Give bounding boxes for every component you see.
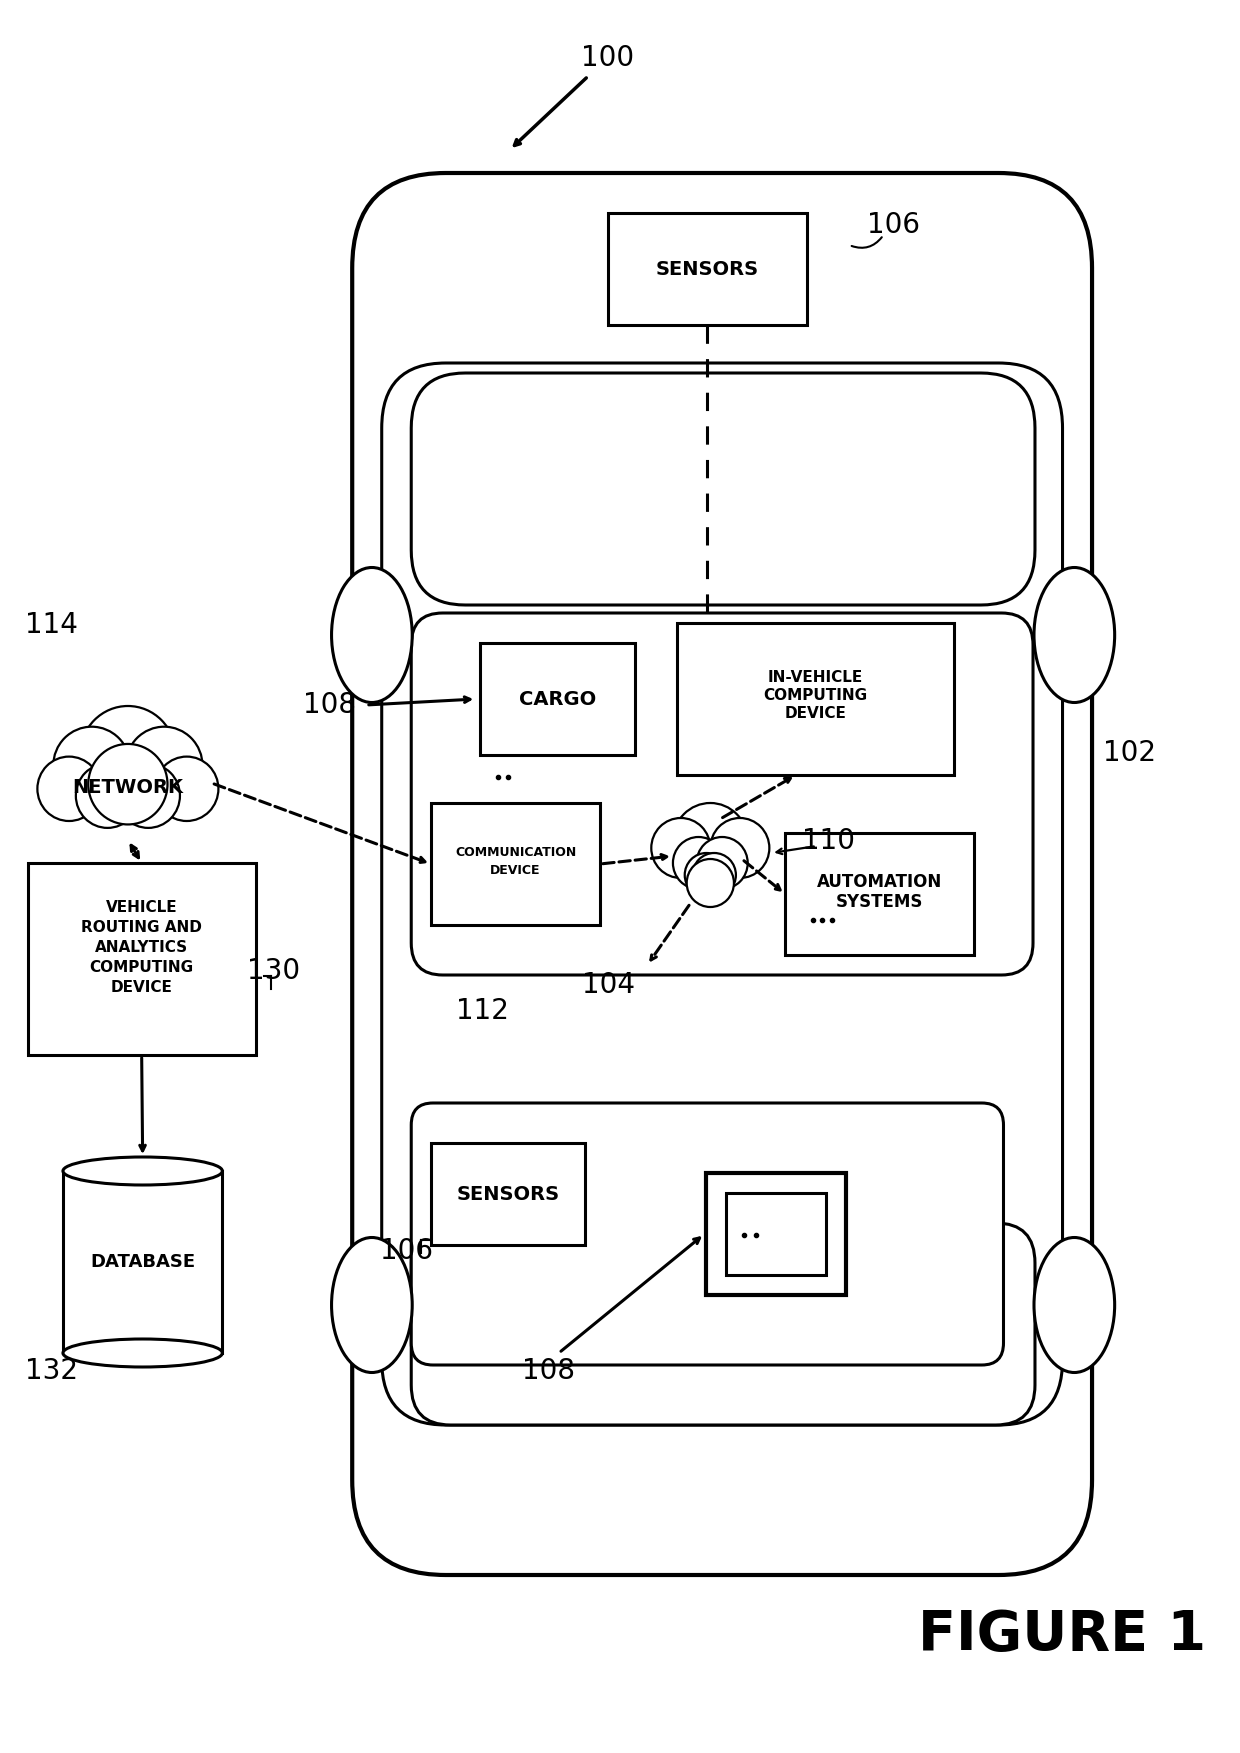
- Text: 110: 110: [802, 827, 854, 855]
- Ellipse shape: [1034, 568, 1115, 703]
- FancyBboxPatch shape: [412, 373, 1035, 605]
- Circle shape: [155, 757, 218, 820]
- Ellipse shape: [331, 568, 412, 703]
- Circle shape: [53, 727, 130, 805]
- Text: 114: 114: [25, 612, 78, 640]
- Text: FIGURE 1: FIGURE 1: [919, 1608, 1207, 1662]
- FancyBboxPatch shape: [352, 174, 1092, 1574]
- Circle shape: [81, 706, 175, 803]
- Text: 108: 108: [303, 691, 356, 719]
- FancyBboxPatch shape: [412, 614, 1033, 975]
- Text: 108: 108: [522, 1357, 575, 1385]
- Bar: [432, 803, 600, 926]
- Circle shape: [125, 727, 202, 805]
- Text: 130: 130: [247, 957, 300, 985]
- Bar: [727, 1194, 826, 1274]
- Text: 106: 106: [867, 210, 920, 238]
- Circle shape: [76, 764, 139, 827]
- Circle shape: [687, 859, 734, 906]
- Circle shape: [684, 854, 728, 898]
- Text: COMPUTING: COMPUTING: [764, 687, 868, 703]
- FancyBboxPatch shape: [382, 363, 1063, 1425]
- Bar: [677, 622, 955, 775]
- Bar: [785, 833, 973, 955]
- Circle shape: [673, 803, 748, 878]
- Text: NETWORK: NETWORK: [72, 778, 184, 796]
- Text: DEVICE: DEVICE: [110, 980, 172, 994]
- Text: 102: 102: [1102, 740, 1156, 768]
- FancyBboxPatch shape: [412, 1224, 1035, 1425]
- Bar: [63, 1171, 222, 1353]
- Text: CARGO: CARGO: [518, 689, 596, 708]
- Circle shape: [693, 854, 735, 898]
- Circle shape: [697, 836, 748, 889]
- Ellipse shape: [1034, 1238, 1115, 1373]
- Text: 106: 106: [379, 1238, 433, 1266]
- Circle shape: [673, 836, 724, 889]
- Text: 104: 104: [582, 971, 635, 999]
- Text: DATABASE: DATABASE: [91, 1253, 195, 1271]
- Ellipse shape: [331, 1238, 412, 1373]
- Bar: [480, 643, 635, 756]
- Bar: [27, 862, 255, 1055]
- Circle shape: [711, 819, 769, 878]
- Text: ROUTING AND: ROUTING AND: [82, 920, 202, 934]
- Ellipse shape: [63, 1339, 222, 1367]
- Text: COMPUTING: COMPUTING: [89, 959, 193, 975]
- Text: SYSTEMS: SYSTEMS: [836, 892, 924, 912]
- Text: DEVICE: DEVICE: [785, 705, 847, 720]
- Text: VEHICLE: VEHICLE: [105, 899, 177, 915]
- Text: SENSORS: SENSORS: [656, 259, 759, 279]
- Bar: [608, 214, 807, 324]
- FancyBboxPatch shape: [412, 1103, 1003, 1366]
- Circle shape: [37, 757, 100, 820]
- Circle shape: [117, 764, 180, 827]
- Circle shape: [651, 819, 711, 878]
- Text: ANALYTICS: ANALYTICS: [95, 940, 188, 954]
- Text: AUTOMATION: AUTOMATION: [817, 873, 942, 891]
- Text: SENSORS: SENSORS: [456, 1185, 559, 1204]
- Text: IN-VEHICLE: IN-VEHICLE: [768, 670, 863, 684]
- Text: DEVICE: DEVICE: [490, 864, 541, 876]
- Circle shape: [88, 743, 167, 824]
- Text: 112: 112: [455, 997, 508, 1026]
- Text: 132: 132: [25, 1357, 78, 1385]
- Text: COMMUNICATION: COMMUNICATION: [455, 845, 577, 859]
- Ellipse shape: [63, 1157, 222, 1185]
- Text: 100: 100: [582, 44, 635, 72]
- Bar: [707, 1173, 846, 1295]
- Bar: [432, 1143, 585, 1245]
